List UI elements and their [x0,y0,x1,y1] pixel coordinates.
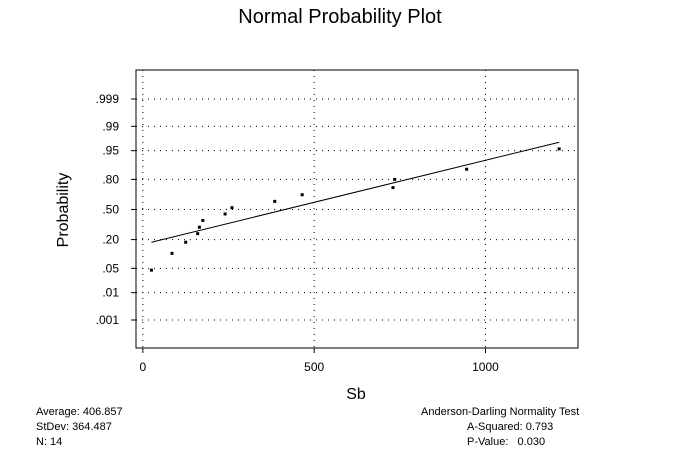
x-tick-label: 1000 [472,360,499,374]
data-point [196,232,200,236]
y-tick-label: .05 [102,261,119,275]
data-point [184,240,188,244]
y-tick-label: .01 [102,286,119,300]
x-tick-label: 0 [140,360,147,374]
data-point [230,206,234,210]
x-axis-label: Sb [346,386,366,403]
y-axis-label: Probability [55,173,72,248]
data-point [223,212,227,216]
fit-line [151,141,560,243]
data-point [391,186,395,190]
y-tick-label: .95 [102,144,119,158]
data-point [149,268,153,272]
y-tick-label: .80 [102,172,119,186]
chart-title: Normal Probability Plot [238,6,442,28]
data-point [300,193,304,197]
data-point [170,251,174,255]
data-point [393,177,397,181]
data-point [201,218,205,222]
n-stat: N: 14 [36,436,63,448]
a-squared-stat: A-Squared: 0.793 [467,421,554,433]
data-point [273,199,277,203]
y-tick-label: .99 [102,119,119,133]
data-point [557,147,561,151]
p-value-stat: P-Value: 0.030 [467,436,546,448]
y-tick-label: .50 [102,203,119,217]
y-tick-label: .20 [102,233,119,247]
x-tick-label: 500 [304,360,324,374]
data-point [197,225,201,229]
fit-line-layer [151,141,560,243]
data-point [465,167,469,171]
grid-lines [136,70,578,348]
axis-ticks: .001 .01 .05 .20 .50 .80 .95 .99 .999 0 500 1000 [96,92,500,374]
y-tick-label: .999 [96,92,120,106]
stdev-stat: StDev: 364.487 [36,421,112,433]
data-points [149,147,561,272]
average-stat: Average: 406.857 [36,406,123,418]
y-tick-label: .001 [96,313,120,327]
normality-test-title: Anderson-Darling Normality Test [421,406,580,418]
